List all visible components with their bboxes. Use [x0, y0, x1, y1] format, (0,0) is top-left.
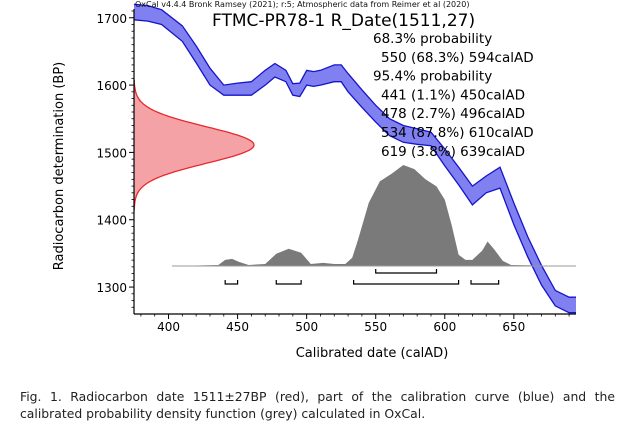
range-95-bracket-2: [353, 280, 460, 285]
date-density-fill: [134, 79, 254, 211]
x-tick-label-450: 450: [226, 320, 249, 334]
annotation-line-3: 441 (1.1%) 450calAD: [381, 87, 525, 103]
range-95-bracket-3: [470, 280, 500, 285]
x-tick-label-500: 500: [295, 320, 318, 334]
x-tick-label-400: 400: [157, 320, 180, 334]
annotation-line-6: 619 (3.8%) 639calAD: [381, 144, 525, 160]
figure-caption: Fig. 1. Radiocarbon date 1511±27BP (red)…: [20, 389, 615, 421]
x-axis-label: Calibrated date (calAD): [296, 346, 449, 361]
annotation-line-4: 478 (2.7%) 496calAD: [381, 106, 525, 122]
y-tick-label-1500: 1500: [96, 146, 127, 160]
probability-annotations: 68.3% probability 550 (68.3%) 594calAD 95.…: [373, 31, 534, 160]
x-tick-label-650: 650: [502, 320, 525, 334]
range-95-bracket-0: [224, 280, 239, 285]
y-tick-label-1400: 1400: [96, 214, 127, 228]
probability-ranges: [224, 269, 500, 285]
calibration-curve: [133, 3, 576, 314]
range-68-bracket-0: [375, 269, 438, 274]
annotation-line-2: 95.4% probability: [373, 69, 492, 85]
calibration-lower-line: [133, 19, 576, 314]
annotation-line-0: 68.3% probability: [373, 31, 492, 47]
annotation-line-1: 550 (68.3%) 594calAD: [381, 50, 534, 66]
calibration-band: [134, 4, 576, 313]
calibration-chart: 400 450 500 550 600 650 1300 1400 1500 1600 1700 O…: [52, 0, 576, 361]
probability-density: [172, 165, 576, 267]
date-density-line: [133, 79, 255, 211]
y-tick-label-1700: 1700: [96, 12, 127, 26]
x-tick-label-550: 550: [364, 320, 387, 334]
y-tick-label-1600: 1600: [96, 79, 127, 93]
y-axis-label: Radiocarbon determination (BP): [52, 62, 67, 270]
x-tick-label-600: 600: [433, 320, 456, 334]
axes: 400 450 500 550 600 650 1300 1400 1500 1600 1700: [96, 9, 576, 334]
range-95-bracket-1: [275, 280, 302, 285]
radiocarbon-date-distribution: [133, 79, 255, 211]
y-tick-label-1300: 1300: [96, 281, 127, 295]
chart-title: FTMC-PR78-1 R_Date(1511,27): [212, 11, 475, 31]
density-area: [172, 165, 576, 266]
chart-header: OxCal v4.4.4 Bronk Ramsey (2021); r:5; A…: [135, 0, 469, 9]
calibration-upper-line: [133, 3, 576, 298]
annotation-line-5: 534 (87.8%) 610calAD: [381, 125, 534, 141]
